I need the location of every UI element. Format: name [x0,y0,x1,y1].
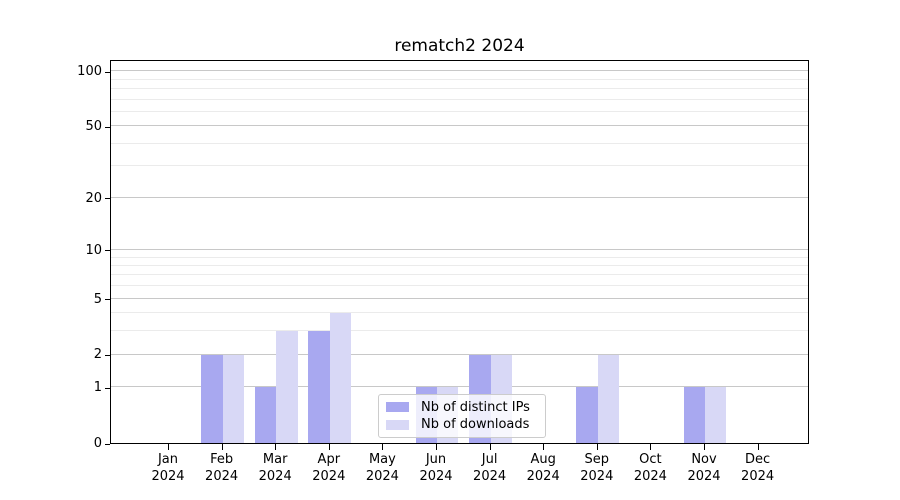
x-tick-label-nov: Nov 2024 [687,452,721,484]
bar-nb-of-downloads-nov [705,387,727,443]
minor-gridline-4 [111,312,808,314]
x-tick-label-dec: Dec 2024 [741,452,775,484]
x-tick-label-jun: Jun 2024 [419,452,453,484]
y-tick-100 [105,71,110,73]
x-tick-nov [704,444,705,450]
major-gridline-2 [111,353,808,355]
major-gridline-50 [111,125,808,127]
bar-nb-of-downloads-sep [597,354,620,443]
x-tick-label-may: May 2024 [365,452,399,484]
x-tick-label-jul: Jul 2024 [473,452,507,484]
chart-title: rematch2 2024 [394,36,525,56]
y-tick-20 [105,198,110,200]
x-tick-label-apr: Apr 2024 [312,452,346,484]
bar-nb-of-downloads-mar [276,331,298,443]
bar-nb-of-downloads-apr [329,313,352,443]
y-tick-label-1: 1 [93,380,102,396]
minor-gridline-40 [111,142,808,144]
y-tick-label-100: 100 [77,64,102,80]
bar-nb-of-distinct-ips-apr [308,331,330,443]
minor-gridline-90 [111,78,808,80]
y-tick-label-5: 5 [93,291,102,307]
minor-gridline-60 [111,110,808,112]
minor-gridline-6 [111,285,808,287]
x-tick-jan [168,444,169,450]
legend-label-distinct-ips: Nb of distinct IPs [421,399,530,415]
minor-gridline-3 [111,330,808,332]
x-tick-may [382,444,384,450]
y-tick-label-10: 10 [85,242,102,258]
x-tick-label-mar: Mar 2024 [258,452,292,484]
y-tick-label-0: 0 [93,436,102,451]
bar-nb-of-distinct-ips-feb [201,354,223,443]
bar-nb-of-distinct-ips-mar [254,387,277,443]
plot-area: Nb of distinct IPs Nb of downloads [110,60,809,444]
major-gridline-10 [111,248,808,250]
x-tick-label-jan: Jan 2024 [151,452,185,484]
y-tick-label-50: 50 [85,119,102,135]
legend-label-downloads: Nb of downloads [421,417,530,433]
x-tick-apr [328,444,330,450]
bar-nb-of-downloads-feb [222,354,244,443]
y-tick-2 [105,354,110,356]
minor-gridline-8 [111,265,808,266]
minor-gridline-7 [111,274,808,276]
bar-nb-of-distinct-ips-sep [576,387,598,443]
x-tick-mar [275,444,277,450]
y-tick-1 [105,387,110,389]
x-tick-feb [221,444,223,450]
x-tick-jul [489,444,491,450]
legend: Nb of distinct IPs Nb of downloads [378,394,546,438]
major-gridline-1 [111,386,808,388]
y-tick-50 [105,126,110,128]
minor-gridline-30 [111,165,808,167]
x-tick-aug [543,444,545,450]
legend-swatch-downloads [386,419,409,430]
legend-swatch-distinct-ips [386,402,409,413]
x-tick-dec [757,444,759,450]
major-gridline-100 [111,70,808,72]
x-tick-label-feb: Feb 2024 [205,452,239,484]
y-tick-0 [105,443,110,445]
x-tick-label-oct: Oct 2024 [633,452,667,484]
major-gridline-5 [111,297,808,299]
minor-gridline-70 [111,98,808,100]
y-tick-label-20: 20 [85,190,102,206]
x-tick-jun [436,444,437,450]
y-tick-label-2: 2 [93,347,102,363]
minor-gridline-80 [111,87,808,89]
y-tick-10 [105,250,110,252]
bar-nb-of-distinct-ips-nov [683,387,705,443]
minor-gridline-9 [111,256,808,258]
y-tick-5 [105,299,110,301]
major-gridline-20 [111,196,808,198]
x-tick-label-sep: Sep 2024 [580,452,614,484]
x-tick-oct [650,444,652,450]
x-tick-label-aug: Aug 2024 [526,452,560,484]
x-tick-sep [596,444,598,450]
legend-entry-downloads: Nb of downloads [386,417,538,432]
legend-entry-distinct-ips: Nb of distinct IPs [386,400,538,415]
